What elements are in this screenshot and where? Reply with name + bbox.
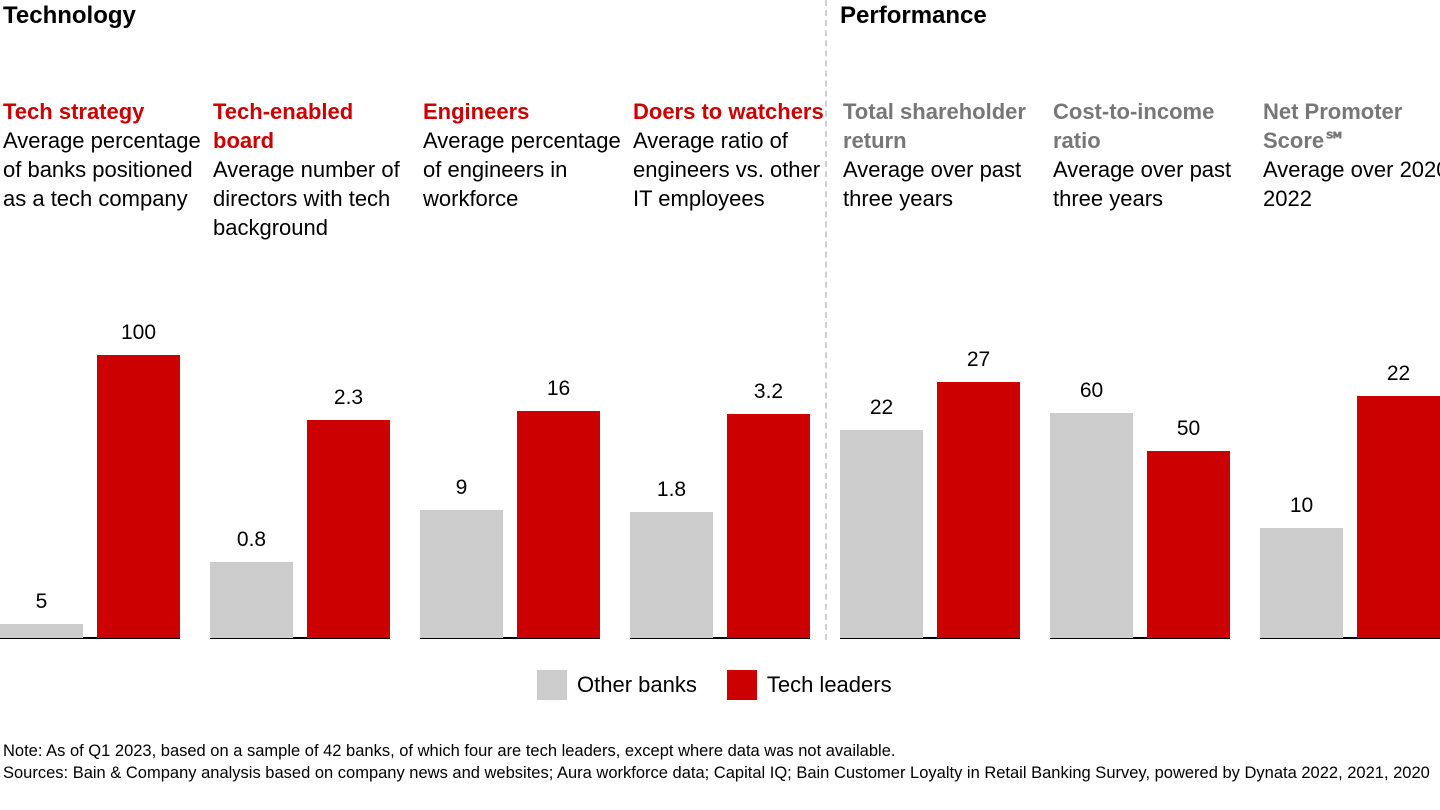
bar-tech-leaders [517,410,600,638]
baseline [1260,637,1440,639]
panel-subtitle: Average over past three years [843,157,1022,211]
baseline [1050,637,1230,639]
bar-tech-leaders [1147,450,1230,638]
data-label: 22 [869,395,894,419]
data-label: 10 [1289,494,1314,517]
panel-title: Cost-to-income ratio [1053,99,1215,153]
bar-tech-leaders [1357,396,1440,638]
data-label: 1.8 [656,478,687,501]
baseline [420,637,600,639]
panel-title: Doers to watchers [633,99,824,124]
panel-title: Tech-enabled board [213,99,354,153]
panel-subtitle: Average over past three years [1053,157,1232,211]
bar-other-banks [630,512,713,638]
legend-label-other: Other banks [577,672,697,697]
footnote-sources: Sources: Bain & Company analysis based o… [3,764,1430,782]
panel-header: Doers to watchers Average ratio of engine… [633,97,838,213]
panel-header: Total shareholder return Average over pas… [843,97,1048,213]
baseline [0,637,180,639]
bar-other-banks [420,510,503,638]
bar-other-banks [1050,413,1133,638]
panel-header: Tech strategy Average percentage of banks… [3,97,208,213]
panel-header: Cost-to-income ratio Average over past th… [1053,97,1258,213]
legend-swatch-other [537,670,567,700]
data-label: 5 [35,589,48,613]
bar-tech-leaders [937,382,1020,638]
footnote: Note: As of Q1 2023, based on a sample o… [3,740,1433,784]
legend-swatch-leaders [726,670,757,700]
panel-subtitle: Average percentage of banks positioned a… [3,128,201,211]
section-title-performance: Performance [840,2,987,29]
bar-other-banks [840,429,923,638]
data-label: 27 [966,348,991,372]
panel-subtitle: Average over 2020-2022 [1263,157,1440,211]
panel-subtitle: Average number of directors with tech ba… [213,157,400,240]
section-divider [825,0,827,640]
baseline [630,637,810,639]
footnote-note: Note: As of Q1 2023, based on a sample o… [3,742,896,760]
data-label: 2.3 [333,385,364,409]
data-label: 60 [1079,379,1104,402]
section-title-technology: Technology [3,2,136,29]
data-label: 16 [546,376,571,400]
data-label: 9 [455,476,468,500]
panel-header: Engineers Average percentage of engineers… [423,97,628,213]
bar-other-banks [1260,528,1343,638]
data-label: 100 [120,321,157,344]
panel-header: Net Promoter Score℠ Average over 2020-202… [1263,97,1440,213]
panel-subtitle: Average ratio of engineers vs. other IT … [633,128,821,211]
bar-tech-leaders [307,419,390,638]
data-label: 22 [1386,362,1411,385]
bar-other-banks [0,623,83,638]
panel-title: Net Promoter Score℠ [1263,99,1403,153]
data-label: 0.8 [236,528,267,552]
panel-subtitle: Average percentage of engineers in workf… [423,128,621,211]
bar-other-banks [210,562,293,638]
panel-title: Engineers [423,99,530,124]
legend-label-leaders: Tech leaders [766,672,892,697]
bar-tech-leaders [727,414,810,638]
panel-title: Tech strategy [3,99,145,124]
data-label: 3.2 [753,380,784,403]
bar-tech-leaders [97,355,180,638]
panel-title: Total shareholder return [843,99,1026,153]
data-label: 50 [1176,416,1201,440]
legend: Other banks Tech leaders [537,670,892,700]
panel-header: Tech-enabled board Average number of dire… [213,97,418,242]
baseline [840,637,1020,639]
baseline [210,637,390,639]
